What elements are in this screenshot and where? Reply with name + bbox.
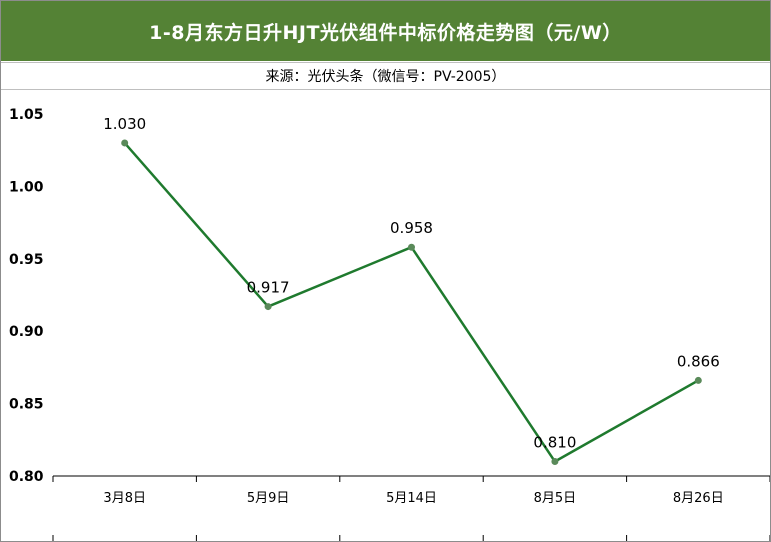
y-tick-label-1: 0.85: [9, 397, 44, 413]
data-label-0: 1.030: [103, 115, 146, 133]
series-line-0: [123, 142, 699, 463]
y-tick-label-3: 0.95: [9, 252, 44, 268]
data-point-2: [408, 243, 415, 251]
x-tick-label-0: 3月8日: [103, 491, 146, 506]
data-point-1: [264, 303, 272, 311]
y-axis-ticks: 0.80 0.85 0.90 0.95 1.00 1.05: [9, 107, 44, 485]
data-label-3: 0.810: [533, 434, 576, 452]
data-point-0: [121, 139, 129, 147]
data-point-4: [694, 376, 702, 384]
y-tick-label-4: 1.00: [9, 179, 44, 195]
series-layer: 1.030 0.917 0.958 0.810 0.866: [103, 115, 720, 466]
x-tick-label-1: 5月9日: [247, 491, 290, 506]
x-tick-label-4: 8月26日: [673, 491, 724, 506]
chart-title: 1-8月东方日升HJT光伏组件中标价格走势图（元/W）: [1, 1, 770, 61]
chart-subtitle: 来源：光伏头条（微信号：PV-2005）: [1, 62, 770, 90]
line-chart-plot: 0.80 0.85 0.90 0.95 1.00 1.05 3月8日 5月9日 5月14日 8月…: [9, 107, 770, 541]
x-tick-label-3: 8月5日: [534, 491, 577, 506]
x-axis: 3月8日 5月9日 5月14日 8月5日 8月26日: [52, 475, 770, 541]
data-label-4: 0.866: [677, 352, 720, 370]
data-label-2: 0.958: [390, 219, 433, 237]
data-label-1: 0.917: [247, 279, 290, 297]
y-tick-label-5: 1.05: [9, 107, 44, 123]
x-tick-label-2: 5月14日: [386, 491, 437, 506]
y-tick-label-0: 0.80: [9, 469, 44, 485]
y-tick-label-2: 0.90: [9, 324, 44, 340]
data-point-3: [551, 458, 559, 466]
